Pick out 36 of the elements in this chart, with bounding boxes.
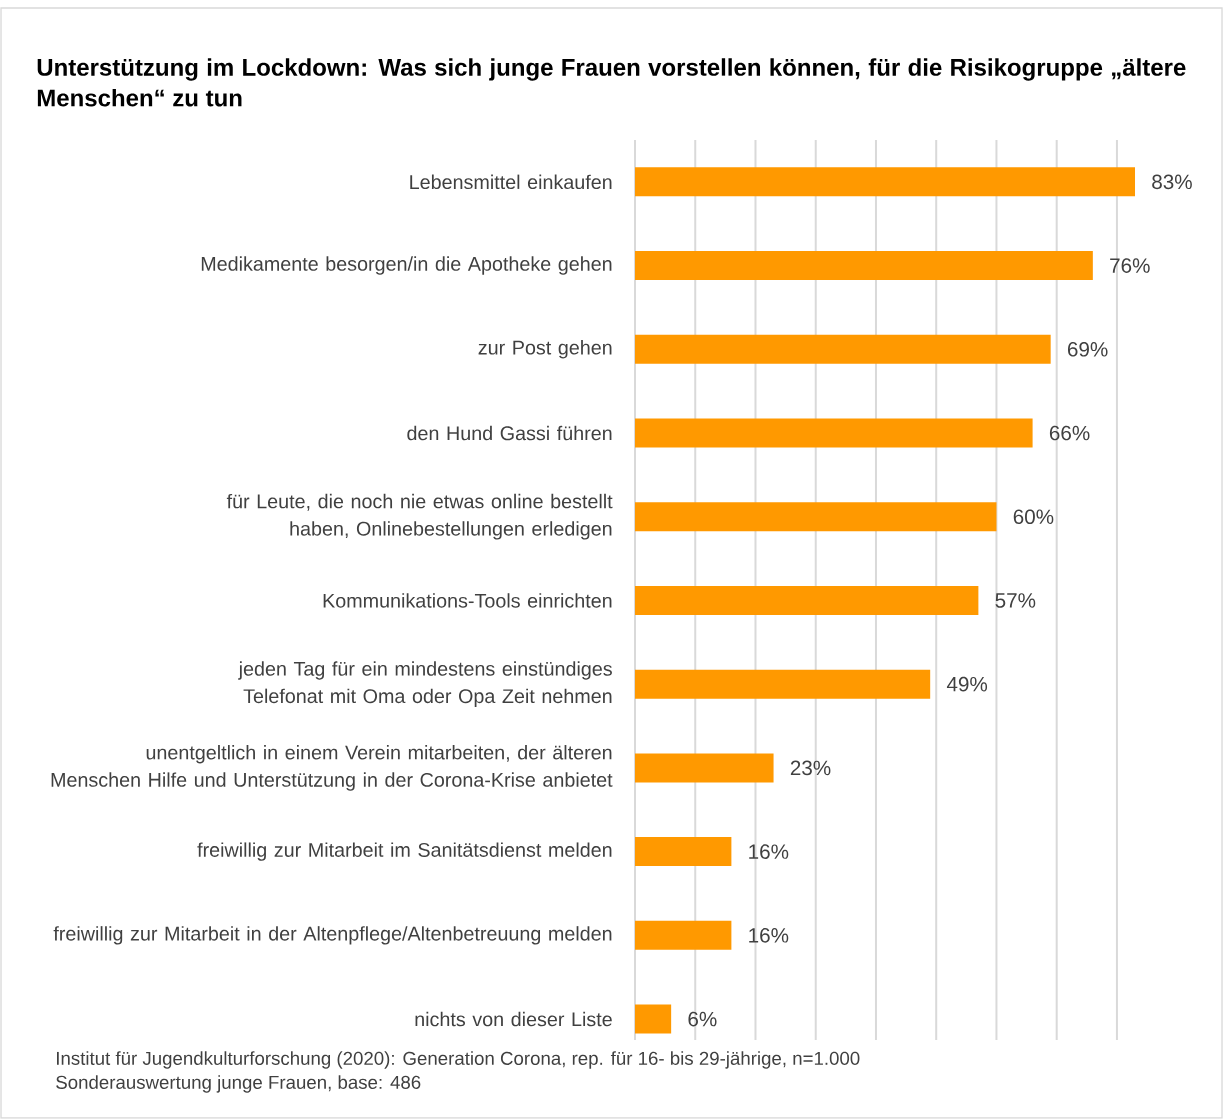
- bar: [635, 1004, 672, 1034]
- y-tick-label: den Hund Gassi führen: [407, 425, 612, 441]
- data-label: 83%: [1152, 174, 1192, 190]
- data-label: 60%: [1013, 509, 1054, 525]
- y-tick-label: freiwillig zur Mitarbeit im Sanitätsdienst melden: [197, 842, 612, 861]
- data-label: 69%: [1067, 341, 1108, 357]
- bar: [635, 251, 1093, 281]
- chart-title: Unterstützung im Lockdown: Was sich junge Frauen vorstellen können, für die Risikogruppe „ältere Menschen“ zu tun: [37, 58, 1186, 107]
- y-tick-label: für Leute, die noch nie etwas online bestellt haben, Onlinebestellungen erledigen: [226, 493, 613, 540]
- y-tick-label: freiwillig zur Mitarbeit in der Altenpflege/Altenbetreuung melden: [53, 926, 612, 945]
- data-label: 16%: [749, 928, 789, 943]
- y-tick-label: jeden Tag für ein mindestens einstündiges Telefonat mit Oma oder Opa Zeit nehmen: [238, 661, 612, 708]
- data-label: 6%: [688, 1011, 717, 1027]
- y-tick-label: Medikamente besorgen/in die Apotheke gehen: [201, 256, 612, 275]
- bar: [635, 585, 979, 615]
- bar: [635, 753, 774, 783]
- bar: [635, 502, 997, 532]
- y-tick-label: nichts von dieser Liste: [415, 1011, 612, 1027]
- text: Sonderauswertung junge Frauen, base: 486: [56, 1075, 421, 1093]
- bar: [635, 167, 1136, 197]
- data-label: 76%: [1110, 258, 1150, 273]
- y-tick-label: unentgeltlich in einem Verein mitarbeiten, der älteren Menschen Hilfe und Unterstützung in der Corona-Krise anbietet: [51, 745, 613, 791]
- y-tick-label: zur Post gehen: [478, 340, 612, 359]
- y-tick-label: Lebensmittel einkaufen: [410, 174, 612, 190]
- data-label: 49%: [946, 676, 988, 692]
- bar: [635, 418, 1033, 448]
- data-label: 66%: [1049, 425, 1090, 441]
- bar: [635, 920, 732, 950]
- bar: [635, 334, 1051, 364]
- data-label: 23%: [790, 760, 831, 776]
- bar: [635, 669, 931, 699]
- text: Institut für Jugendkulturforschung (2020): Generation Corona, rep. für 16- bis 29-jährige, n=1.000: [56, 1051, 860, 1069]
- data-label: 57%: [995, 593, 1036, 608]
- data-label: 16%: [749, 844, 789, 859]
- y-tick-label: Kommunikations-Tools einrichten: [323, 593, 612, 608]
- bar: [635, 837, 732, 867]
